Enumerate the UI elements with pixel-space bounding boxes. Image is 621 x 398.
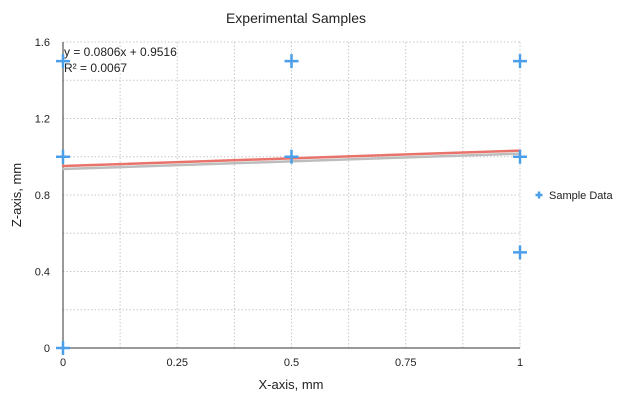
legend-marker-plus [535, 191, 543, 199]
y-tick-label: 0.4 [35, 267, 50, 279]
data-point [513, 149, 527, 164]
y-axis-title: Z-axis, mm [9, 163, 24, 227]
legend-marker [535, 191, 543, 199]
legend-label: Sample Data [549, 190, 613, 202]
x-tick-label: 0.25 [167, 357, 188, 369]
axes [62, 42, 520, 349]
data-point [513, 54, 527, 69]
grid-lines [62, 41, 521, 349]
tick-labels: 0 0.25 0.5 0.75 1 0 0.4 0.8 1.2 1.6 [35, 37, 523, 369]
y-tick-label: 1.6 [35, 37, 50, 49]
legend: Sample Data [535, 190, 613, 202]
y-tick-label: 0.8 [35, 190, 50, 202]
x-tick-label: 0 [60, 357, 66, 369]
data-point [56, 54, 70, 69]
trendline-r-squared: R² = 0.0067 [64, 61, 127, 75]
data-point [56, 341, 70, 355]
y-tick-label: 1.2 [35, 114, 50, 126]
data-point [513, 245, 527, 260]
trendline-equation: y = 0.0806x + 0.9516 [64, 45, 177, 59]
x-tick-label: 0.75 [395, 357, 416, 369]
x-tick-label: 1 [517, 357, 523, 369]
chart-title: Experimental Samples [226, 10, 366, 26]
data-points [56, 54, 527, 355]
data-point [284, 54, 299, 69]
x-axis-title: X-axis, mm [259, 377, 324, 392]
y-tick-label: 0 [44, 343, 50, 355]
data-point [56, 149, 70, 164]
data-point [284, 149, 299, 164]
x-tick-label: 0.5 [284, 357, 299, 369]
